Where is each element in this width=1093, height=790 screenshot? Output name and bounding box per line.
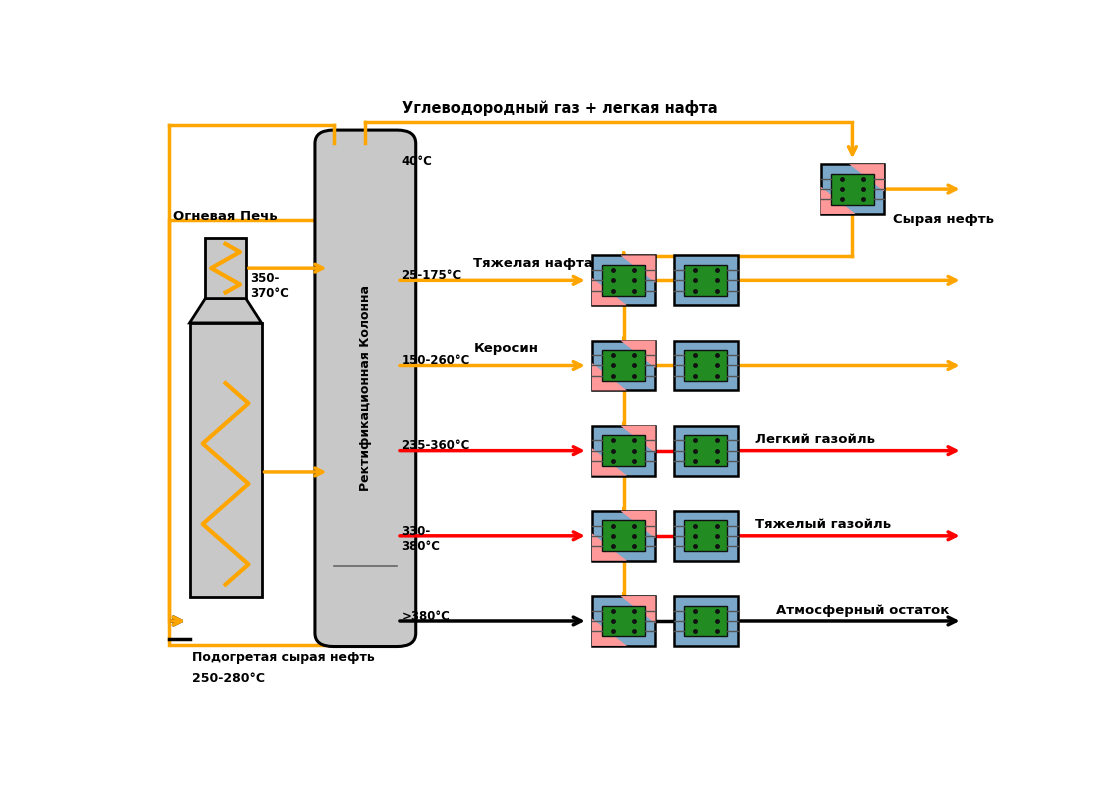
Polygon shape	[189, 299, 261, 323]
Polygon shape	[592, 619, 627, 646]
Text: Сырая нефть: Сырая нефть	[893, 213, 994, 226]
Bar	[674, 596, 738, 646]
Bar	[684, 265, 728, 295]
Bar	[831, 174, 874, 205]
Bar	[602, 265, 645, 295]
Bar	[602, 605, 645, 637]
Bar	[684, 350, 728, 381]
Bar	[674, 340, 738, 390]
Text: Тяжелый газойль: Тяжелый газойль	[754, 518, 891, 532]
Text: 250-280°C: 250-280°C	[191, 672, 265, 685]
Polygon shape	[592, 363, 627, 390]
Bar	[602, 350, 645, 381]
Text: Углеводородный газ + легкая нафта: Углеводородный газ + легкая нафта	[402, 100, 718, 116]
Bar	[205, 238, 246, 299]
Polygon shape	[621, 596, 656, 623]
Bar	[592, 426, 656, 476]
Bar	[592, 511, 656, 561]
Text: Легкий газойль: Легкий газойль	[754, 433, 874, 446]
Polygon shape	[849, 164, 884, 192]
Bar	[821, 164, 884, 214]
Bar	[168, 220, 346, 645]
Text: 350-
370°C: 350- 370°C	[250, 273, 289, 300]
Text: Ректификационная Колонна: Ректификационная Колонна	[359, 285, 372, 491]
Text: 40°C: 40°C	[401, 155, 432, 168]
Bar	[674, 426, 738, 476]
Text: Огневая Печь: Огневая Печь	[174, 209, 278, 223]
Bar	[674, 511, 738, 561]
Text: Тяжелая нафта: Тяжелая нафта	[473, 257, 593, 270]
Bar	[592, 340, 656, 390]
Bar	[602, 435, 645, 466]
Bar	[684, 605, 728, 637]
Polygon shape	[592, 278, 627, 305]
Bar	[602, 521, 645, 551]
Text: 235-360°C: 235-360°C	[401, 439, 470, 453]
Text: 330-
380°C: 330- 380°C	[401, 525, 440, 553]
Bar	[684, 521, 728, 551]
Text: 25-175°C: 25-175°C	[401, 269, 461, 282]
Polygon shape	[621, 340, 656, 368]
Text: 150-260°C: 150-260°C	[401, 354, 470, 367]
Bar	[674, 255, 738, 305]
Bar	[592, 255, 656, 305]
Polygon shape	[621, 426, 656, 453]
Polygon shape	[621, 511, 656, 538]
Text: Подогретая сырая нефть: Подогретая сырая нефть	[191, 651, 375, 664]
Bar	[189, 323, 261, 596]
Text: Атмосферный остаток: Атмосферный остаток	[776, 604, 949, 616]
Text: >380°C: >380°C	[401, 610, 450, 623]
Polygon shape	[821, 186, 856, 214]
Polygon shape	[592, 533, 627, 561]
Bar	[684, 435, 728, 466]
Bar	[592, 596, 656, 646]
FancyBboxPatch shape	[315, 130, 415, 646]
Polygon shape	[592, 448, 627, 476]
Text: Керосин: Керосин	[473, 342, 539, 355]
Polygon shape	[621, 255, 656, 283]
